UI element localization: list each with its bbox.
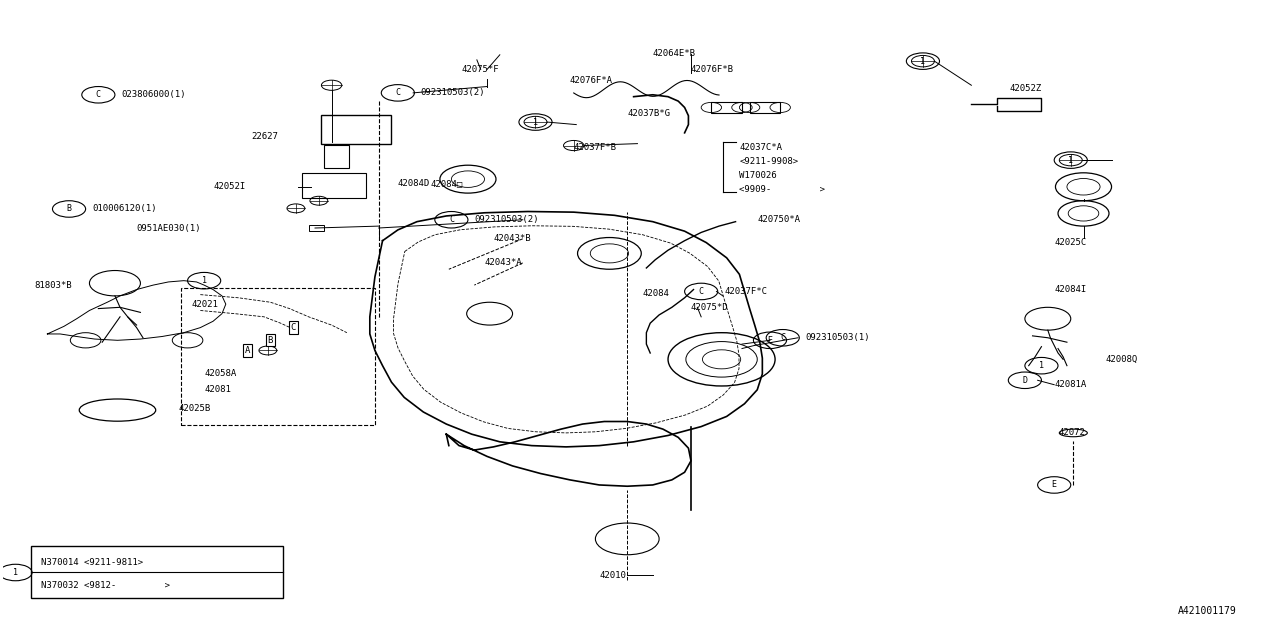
Text: 1: 1 xyxy=(920,57,925,66)
Text: N370032 <9812-         >: N370032 <9812- > xyxy=(41,580,170,589)
Text: A421001179: A421001179 xyxy=(1178,605,1236,616)
Text: 010006120(1): 010006120(1) xyxy=(92,204,156,214)
Text: E: E xyxy=(768,336,773,345)
Text: 092310503(2): 092310503(2) xyxy=(475,215,539,224)
Text: C: C xyxy=(781,333,785,342)
Text: 42043*B: 42043*B xyxy=(493,234,531,243)
Text: 42075*F: 42075*F xyxy=(462,65,499,74)
Text: 42021: 42021 xyxy=(192,300,219,308)
Text: D: D xyxy=(1023,376,1028,385)
Text: B: B xyxy=(67,204,72,214)
Text: C: C xyxy=(396,88,401,97)
Text: C: C xyxy=(699,287,704,296)
Text: 42084D: 42084D xyxy=(398,179,430,188)
Text: 42076F*A: 42076F*A xyxy=(570,76,613,84)
Text: 42008Q: 42008Q xyxy=(1105,355,1138,364)
Text: 42043*A: 42043*A xyxy=(485,259,522,268)
Text: C: C xyxy=(291,323,296,332)
Text: W170026: W170026 xyxy=(740,171,777,180)
Text: 42064E*B: 42064E*B xyxy=(653,49,696,58)
Text: <9211-9908>: <9211-9908> xyxy=(740,157,799,166)
Text: 42052I: 42052I xyxy=(212,182,246,191)
Text: B: B xyxy=(268,336,273,345)
Text: 81803*B: 81803*B xyxy=(35,280,72,290)
Text: 42025C: 42025C xyxy=(1055,238,1087,247)
Text: 42084□: 42084□ xyxy=(431,179,463,188)
Text: 42052Z: 42052Z xyxy=(1010,84,1042,93)
Text: 42081A: 42081A xyxy=(1055,380,1087,389)
Text: 42076F*B: 42076F*B xyxy=(691,65,733,74)
Text: 42075*D: 42075*D xyxy=(691,303,728,312)
Bar xyxy=(182,288,375,425)
Text: 420750*A: 420750*A xyxy=(758,215,800,224)
Text: C: C xyxy=(96,90,101,99)
Text: 42037C*A: 42037C*A xyxy=(740,143,782,152)
Text: 1: 1 xyxy=(13,568,18,577)
Text: 42081: 42081 xyxy=(204,385,230,394)
Text: 42058A: 42058A xyxy=(204,369,237,378)
Text: 42010: 42010 xyxy=(599,570,626,580)
Text: 42025B: 42025B xyxy=(179,404,211,413)
Text: C: C xyxy=(449,215,454,224)
Text: 1: 1 xyxy=(202,276,206,285)
Text: 1: 1 xyxy=(1039,361,1044,370)
Text: E: E xyxy=(1052,481,1057,490)
Text: 42037B*G: 42037B*G xyxy=(627,109,671,118)
Text: 092310503(1): 092310503(1) xyxy=(805,333,870,342)
Text: 1: 1 xyxy=(532,118,538,127)
Text: 1: 1 xyxy=(1069,156,1073,164)
Text: 023806000(1): 023806000(1) xyxy=(122,90,186,99)
Text: 092310503(2): 092310503(2) xyxy=(421,88,485,97)
Text: 42072: 42072 xyxy=(1059,428,1085,437)
Text: 42084: 42084 xyxy=(643,289,669,298)
Text: 42037F*B: 42037F*B xyxy=(573,143,617,152)
Text: N370014 <9211-9811>: N370014 <9211-9811> xyxy=(41,558,143,567)
Text: 42084I: 42084I xyxy=(1055,285,1087,294)
Text: <9909-         >: <9909- > xyxy=(740,185,826,194)
Text: 22627: 22627 xyxy=(251,131,278,141)
Text: A: A xyxy=(244,346,250,355)
Text: 0951AE030(1): 0951AE030(1) xyxy=(137,223,201,232)
Text: 42037F*C: 42037F*C xyxy=(724,287,767,296)
